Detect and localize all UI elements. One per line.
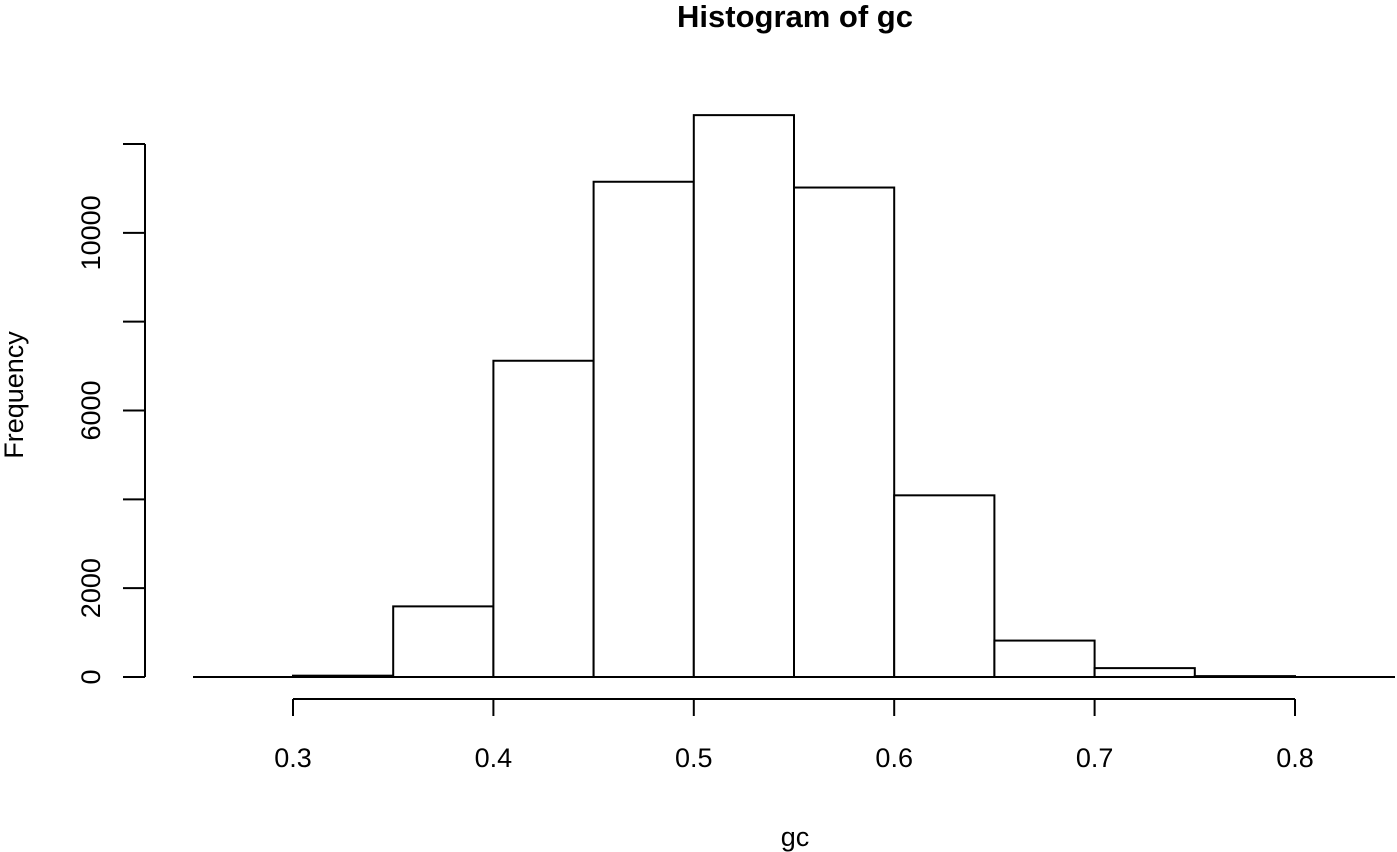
- histogram-bar: [793, 186, 896, 679]
- x-tick-label: 0.8: [1276, 743, 1314, 773]
- x-tick-label: 0.6: [875, 743, 913, 773]
- x-tick-label: 0.3: [274, 743, 312, 773]
- y-tick-label: 6000: [76, 380, 106, 440]
- x-axis-title: gc: [781, 822, 810, 852]
- y-tick-label: 2000: [76, 558, 106, 618]
- y-axis-title: Frequency: [0, 331, 29, 459]
- histogram-bar: [392, 605, 495, 678]
- histogram-bar: [993, 639, 1096, 678]
- histogram-bar: [492, 359, 595, 678]
- histogram-bar: [1093, 667, 1196, 678]
- y-axis: 0 2000 6000 10000: [76, 143, 146, 685]
- histogram-bar: [893, 494, 996, 679]
- y-tick-label: 0: [76, 669, 106, 684]
- x-axis: 0.3 0.4 0.5 0.6 0.7 0.8: [274, 698, 1314, 773]
- bars-group: [292, 114, 1297, 679]
- x-tick-label: 0.4: [475, 743, 513, 773]
- y-tick-label: 10000: [76, 195, 106, 270]
- x-tick-label: 0.5: [675, 743, 713, 773]
- x-tick-label: 0.7: [1076, 743, 1114, 773]
- histogram-bar: [692, 114, 795, 679]
- histogram-bar: [592, 180, 695, 678]
- chart-title: Histogram of gc: [677, 0, 913, 34]
